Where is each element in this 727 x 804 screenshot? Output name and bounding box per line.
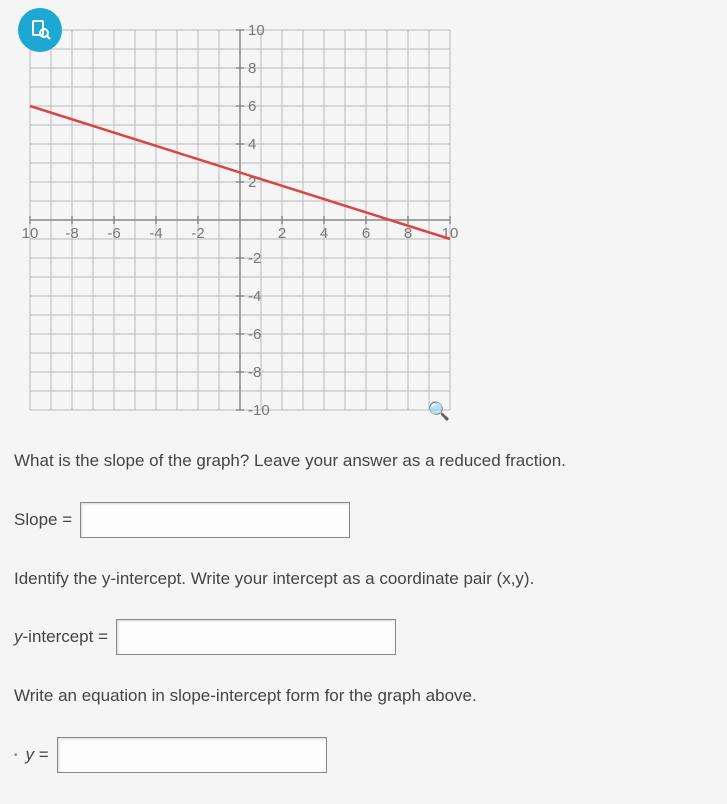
svg-text:10: 10 (442, 225, 459, 242)
svg-text:-4: -4 (248, 288, 261, 305)
svg-text:4: 4 (320, 225, 328, 242)
question-eq: Write an equation in slope-intercept for… (14, 683, 713, 709)
svg-text:-8: -8 (65, 225, 78, 242)
svg-text:2: 2 (278, 225, 286, 242)
app-badge (18, 8, 62, 52)
svg-text:6: 6 (362, 225, 370, 242)
svg-text:-10: -10 (248, 402, 270, 419)
slope-input[interactable] (80, 502, 350, 538)
questions-block: What is the slope of the graph? Leave yo… (14, 448, 713, 801)
svg-text:-2: -2 (248, 250, 261, 267)
question-slope: What is the slope of the graph? Leave yo… (14, 448, 713, 474)
graph-svg: 10-8-6-4-2246810108642-2-4-6-8-10 (20, 20, 460, 420)
slope-row: Slope = (14, 502, 713, 538)
yint-input[interactable] (116, 619, 396, 655)
svg-text:-6: -6 (107, 225, 120, 242)
svg-text:-6: -6 (248, 326, 261, 343)
yint-row: y-intercept = (14, 619, 713, 655)
yint-label: y-intercept = (14, 627, 108, 647)
svg-text:-4: -4 (149, 225, 162, 242)
graph: 10-8-6-4-2246810108642-2-4-6-8-10 🔍 (20, 20, 460, 430)
svg-text:4: 4 (248, 136, 256, 153)
eq-row: y = (14, 737, 713, 773)
svg-text:-2: -2 (191, 225, 204, 242)
svg-text:10: 10 (248, 22, 265, 39)
eq-label: y = (14, 745, 49, 765)
svg-text:6: 6 (248, 98, 256, 115)
slope-label: Slope = (14, 510, 72, 530)
question-yint: Identify the y-intercept. Write your int… (14, 566, 713, 592)
svg-text:-8: -8 (248, 364, 261, 381)
svg-text:10: 10 (22, 225, 39, 242)
svg-text:8: 8 (248, 60, 256, 77)
document-search-icon (28, 18, 52, 42)
eq-input[interactable] (57, 737, 327, 773)
magnify-icon[interactable]: 🔍 (428, 401, 450, 422)
